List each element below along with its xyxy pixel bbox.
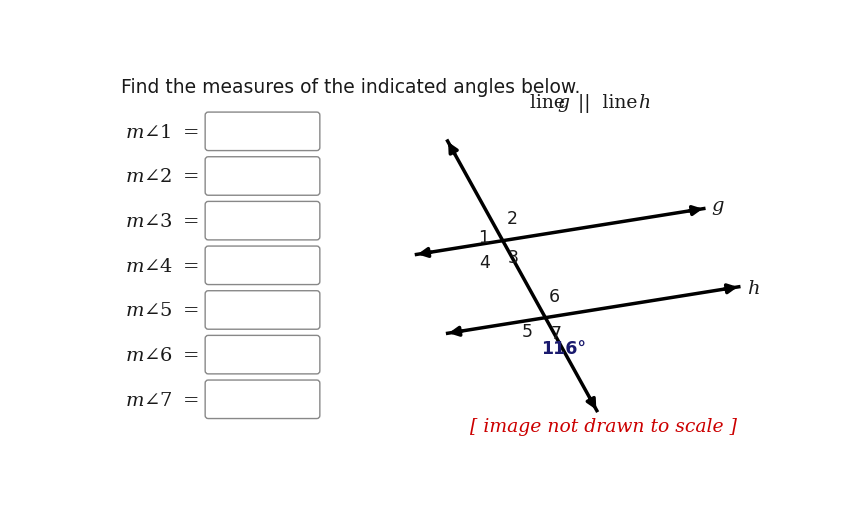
- Text: 1: 1: [478, 228, 488, 246]
- Text: 5: 5: [522, 322, 533, 340]
- FancyBboxPatch shape: [206, 336, 320, 374]
- Text: h: h: [638, 94, 650, 112]
- Text: g: g: [712, 197, 724, 215]
- Text: [ image not drawn to scale ]: [ image not drawn to scale ]: [470, 418, 737, 435]
- Text: $m\angle7\ =$: $m\angle7\ =$: [125, 390, 198, 409]
- FancyBboxPatch shape: [206, 202, 320, 240]
- Text: $m\angle3\ =$: $m\angle3\ =$: [125, 212, 198, 231]
- FancyBboxPatch shape: [206, 291, 320, 330]
- FancyBboxPatch shape: [206, 113, 320, 152]
- FancyBboxPatch shape: [206, 246, 320, 285]
- FancyBboxPatch shape: [206, 158, 320, 196]
- Text: $m\angle6\ =$: $m\angle6\ =$: [125, 345, 198, 365]
- Text: h: h: [746, 279, 759, 297]
- Text: $m\angle1\ =$: $m\angle1\ =$: [125, 123, 198, 141]
- Text: 6: 6: [550, 288, 561, 306]
- Text: g: g: [558, 94, 570, 112]
- Text: 4: 4: [480, 254, 490, 272]
- Text: 3: 3: [507, 249, 519, 267]
- Text: Find the measures of the indicated angles below.: Find the measures of the indicated angle…: [121, 77, 580, 96]
- Text: $m\angle2\ =$: $m\angle2\ =$: [125, 167, 198, 186]
- Text: 2: 2: [507, 210, 518, 227]
- Text: 116°: 116°: [542, 339, 587, 358]
- Text: $m\angle4\ =$: $m\angle4\ =$: [125, 257, 198, 275]
- Text: ||  line: || line: [566, 93, 643, 112]
- Text: 7: 7: [550, 324, 562, 342]
- Text: $m\angle5\ =$: $m\angle5\ =$: [125, 301, 198, 320]
- Text: line: line: [530, 94, 571, 112]
- FancyBboxPatch shape: [206, 380, 320, 419]
